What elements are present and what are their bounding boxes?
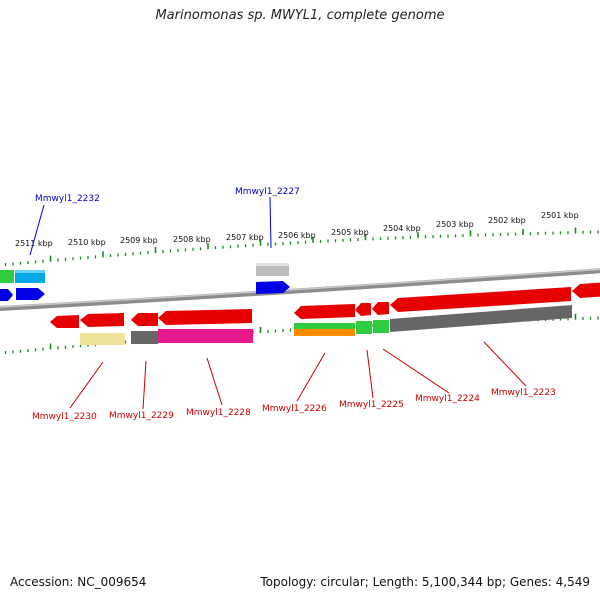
gene-label-2229[interactable]: Mmwyl1_2229 [109, 411, 174, 421]
gene-arrow-blue-2232[interactable] [16, 288, 45, 300]
callout-line-2224 [382, 348, 450, 394]
gene-arrow-blue-2233[interactable] [0, 289, 13, 301]
callout-line-2227 [269, 196, 272, 249]
callout-line-2232 [29, 204, 45, 256]
genome-summary-text: Topology: circular; Length: 5,100,344 bp… [260, 575, 590, 589]
gene-arrow-blue-2227[interactable] [256, 281, 290, 294]
gene-arrow-red-2231[interactable] [50, 315, 79, 328]
genome-title: Marinomonas sp. MWYL1, complete genome [155, 8, 445, 23]
gene-block-khaki[interactable] [80, 333, 125, 345]
gene-label-2225[interactable]: Mmwyl1_2225 [339, 400, 404, 410]
callout-line-2230 [69, 361, 104, 409]
gene-label-2232[interactable]: Mmwyl1_2232 [35, 194, 100, 204]
scale-tick-label: 2501 kbp [541, 211, 579, 220]
callout-line-2228 [206, 357, 223, 406]
gene-arrow-red-2230[interactable] [80, 313, 124, 327]
gene-arrow-red-2226[interactable] [294, 304, 355, 319]
gene-arrow-red-2225a[interactable] [355, 303, 371, 316]
gene-block-orange-2226[interactable] [294, 329, 355, 336]
scale-tick-label: 2506 kbp [278, 231, 316, 240]
gene-arrow-red-2222[interactable] [572, 282, 600, 298]
callout-line-2226 [296, 352, 326, 402]
gene-label-2228[interactable]: Mmwyl1_2228 [186, 408, 251, 418]
scale-tick-label: 2503 kbp [436, 220, 474, 229]
scale-tick-label: 2511 kbp [15, 239, 53, 248]
gene-block-magenta-2228[interactable] [158, 329, 253, 343]
gene-arrow-red-2225b[interactable] [372, 302, 389, 315]
gene-block-green[interactable] [0, 270, 14, 283]
gene-label-2227[interactable]: Mmwyl1_2227 [235, 187, 300, 197]
scale-tick-label: 2509 kbp [120, 236, 158, 245]
gene-block-lightgray-shade [256, 263, 289, 266]
gene-block-cyan[interactable] [15, 270, 45, 283]
gene-block-green-2225b[interactable] [373, 320, 389, 333]
callout-line-2229 [142, 360, 147, 410]
gene-block-gray-2229[interactable] [131, 331, 158, 344]
gene-block-gray-2224[interactable] [390, 305, 572, 332]
lower-strand-features [50, 282, 600, 345]
scale-tick-label: 2502 kbp [488, 216, 526, 225]
gene-label-2223[interactable]: Mmwyl1_2223 [491, 388, 556, 398]
gene-block-cyan-shade [15, 270, 45, 273]
scale-tick-label: 2505 kbp [331, 228, 369, 237]
gene-label-2224[interactable]: Mmwyl1_2224 [415, 394, 480, 404]
gene-label-2226[interactable]: Mmwyl1_2226 [262, 404, 327, 414]
gene-block-lightgray[interactable] [256, 263, 289, 276]
gene-arrow-red-2228[interactable] [158, 309, 252, 325]
genome-backbone [0, 268, 600, 311]
scale-tick-label: 2510 kbp [68, 238, 106, 247]
scale-tick-label: 2504 kbp [383, 224, 421, 233]
accession-text: Accession: NC_009654 [10, 575, 147, 589]
scale-tick-label: 2508 kbp [173, 235, 211, 244]
gene-block-green-2226[interactable] [294, 323, 355, 329]
upper-strand-features [0, 263, 290, 301]
callout-line-2223 [483, 341, 527, 387]
scale-tick-label: 2507 kbp [226, 233, 264, 242]
gene-block-green-2225a[interactable] [356, 321, 372, 334]
gene-arrow-red-2229[interactable] [131, 313, 158, 326]
scale-tick-track-top [4, 227, 599, 266]
genome-backbone-highlight [0, 268, 600, 308]
gene-label-2230[interactable]: Mmwyl1_2230 [32, 412, 97, 422]
callout-line-2225 [366, 349, 374, 399]
gene-arrow-red-2224[interactable] [390, 287, 571, 312]
scale-labels: 2511 kbp 2510 kbp 2509 kbp 2508 kbp 2507… [15, 211, 579, 248]
